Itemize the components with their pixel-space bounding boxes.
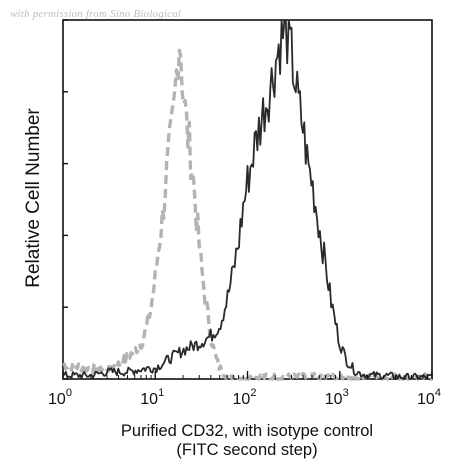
watermark-text: with permission from Sino Biological xyxy=(10,8,182,20)
x-tick-label: 102 xyxy=(233,387,257,408)
plot-border xyxy=(62,19,433,380)
series-layer xyxy=(62,19,433,381)
y-axis-label: Relative Cell Number xyxy=(23,108,44,288)
x-ticks: 100 101 102 103 104 xyxy=(48,371,441,408)
cd32-histogram-line xyxy=(62,19,433,380)
x-tick-label: 100 xyxy=(48,387,72,408)
x-tick-label: 101 xyxy=(140,387,164,408)
x-tick-label: 103 xyxy=(325,387,349,408)
x-tick-label: 104 xyxy=(417,387,441,408)
plot-frame xyxy=(62,19,433,380)
x-axis-label-line1: Purified CD32, with isotype control xyxy=(120,422,374,440)
y-ticks xyxy=(63,19,68,380)
x-axis-label-line2: (FITC second step) xyxy=(176,441,318,459)
isotype-control-line xyxy=(62,48,433,381)
